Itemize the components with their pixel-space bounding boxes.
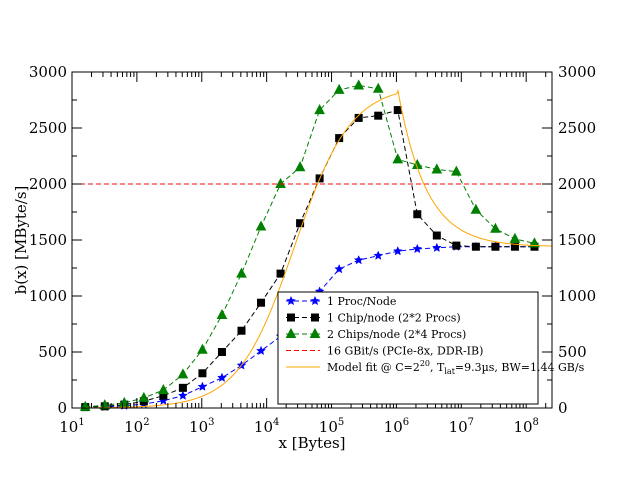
legend-label: 1 Proc/Node — [327, 295, 396, 308]
y-tick-label-left: 1000 — [29, 287, 67, 305]
x-tick-label: 107 — [449, 417, 474, 436]
legend-label: Model fit @ C=220, Tlat=9.3µs, BW=1.44 G… — [327, 359, 585, 376]
x-tick-label: 105 — [319, 417, 344, 436]
data-point — [353, 79, 365, 90]
data-point — [178, 383, 187, 392]
y-tick-label-right: 2000 — [558, 175, 596, 193]
data-point — [431, 163, 443, 174]
data-point — [237, 326, 246, 335]
data-point — [275, 177, 286, 188]
data-point — [158, 384, 169, 395]
x-tick-label: 104 — [254, 417, 279, 436]
data-point — [392, 246, 403, 256]
data-point — [471, 242, 480, 251]
data-point — [393, 106, 402, 115]
x-tick-label: 103 — [189, 417, 214, 436]
data-point — [257, 298, 266, 307]
data-point — [372, 82, 384, 93]
data-point — [276, 269, 285, 278]
data-point — [490, 222, 501, 233]
legend-item-4: Model fit @ C=220, Tlat=9.3µs, BW=1.44 G… — [286, 359, 585, 376]
data-point — [294, 161, 306, 172]
legend-label: 2 Chips/node (2*4 Procs) — [327, 328, 466, 341]
data-point — [217, 348, 226, 356]
data-point — [510, 242, 519, 251]
series-4 — [85, 88, 553, 409]
data-point — [529, 237, 540, 248]
data-point — [491, 242, 500, 251]
x-tick-label: 101 — [59, 417, 84, 436]
y-tick-label-left: 0 — [57, 399, 67, 417]
legend-marker — [311, 313, 319, 322]
legend-marker — [286, 295, 296, 306]
series-line — [85, 88, 553, 409]
x-tick-label: 106 — [384, 417, 409, 436]
legend-item-0: 1 Proc/Node — [286, 295, 396, 308]
data-point — [197, 381, 208, 391]
series-2 — [79, 79, 540, 411]
x-axis-title: x [Bytes] — [278, 434, 345, 452]
data-point — [334, 263, 345, 274]
axes: 0 0 500 500 1000 1000 1500 1500 2000 2000 2500 2500… — [29, 63, 596, 436]
data-point — [413, 210, 422, 219]
x-tick-label: 102 — [124, 417, 149, 436]
y-tick-label-left: 2000 — [29, 175, 67, 193]
data-point — [217, 372, 227, 382]
data-point — [373, 250, 384, 260]
legend-label: 1 Chip/node (2*2 Procs) — [327, 312, 461, 325]
data-point — [432, 231, 441, 240]
y-axis-title: b(x) [MByte/s] — [12, 186, 30, 295]
legend-item-3: 16 GBit/s (PCIe-8x, DDR-IB) — [286, 345, 483, 358]
y-tick-label-left: 2500 — [29, 119, 67, 137]
data-point — [236, 267, 247, 278]
data-point — [392, 153, 404, 164]
data-point — [216, 308, 228, 320]
data-point — [138, 391, 150, 402]
data-point — [412, 243, 423, 254]
legend-marker — [285, 327, 297, 338]
y-tick-label-right: 1000 — [558, 287, 596, 305]
data-point — [198, 369, 207, 378]
legend-marker — [309, 327, 321, 338]
y-tick-label-left: 500 — [38, 343, 67, 361]
y-tick-label-right: 500 — [558, 343, 587, 361]
data-point — [374, 111, 383, 120]
data-point — [509, 232, 521, 243]
data-point — [452, 241, 461, 250]
data-point — [470, 203, 482, 214]
data-point — [256, 345, 266, 356]
data-point — [255, 220, 267, 231]
legend: 1 Proc/Node 1 Chip/node (2*2 Procs) 2 Chip… — [277, 291, 585, 405]
data-point — [353, 255, 364, 265]
y-tick-label-right: 3000 — [558, 63, 596, 81]
x-tick-label: 108 — [513, 417, 538, 436]
legend-box — [277, 291, 539, 405]
plot-area — [72, 79, 553, 412]
data-point — [431, 242, 442, 253]
data-point — [335, 134, 344, 143]
legend-label: 16 GBit/s (PCIe-8x, DDR-IB) — [327, 345, 483, 358]
legend-item-2: 2 Chips/node (2*4 Procs) — [285, 327, 466, 341]
y-tick-label-right: 2500 — [558, 119, 596, 137]
data-point — [314, 104, 325, 115]
y-tick-label-left: 3000 — [29, 63, 67, 81]
legend-marker — [310, 295, 320, 306]
y-tick-label-right: 0 — [558, 399, 568, 417]
data-point — [178, 390, 188, 400]
data-point — [333, 83, 345, 94]
y-tick-label-left: 1500 — [29, 231, 67, 249]
data-point — [177, 368, 189, 379]
data-point — [296, 219, 305, 228]
data-point — [197, 343, 208, 354]
legend-marker — [287, 313, 295, 322]
legend-item-1: 1 Chip/node (2*2 Procs) — [286, 312, 461, 325]
y-tick-label-right: 1500 — [558, 231, 596, 249]
data-point — [354, 113, 363, 122]
data-point — [451, 165, 462, 176]
